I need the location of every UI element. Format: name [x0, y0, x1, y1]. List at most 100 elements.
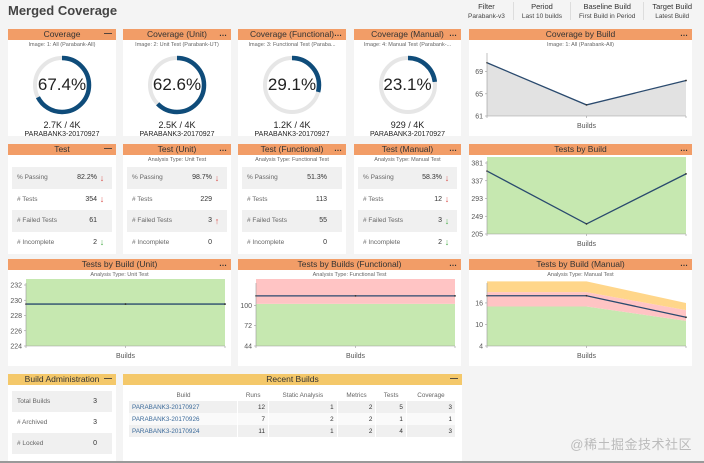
menu-icon[interactable]: … [219, 29, 227, 38]
coverage-by-build-widget: Coverage by Build … Image: 1: All (Paraba… [469, 29, 692, 136]
tests-cell: 4 [375, 425, 407, 437]
y-tick-label: 230 [10, 298, 22, 305]
coverage-donut: 29.1% [260, 53, 324, 117]
widget-header: Tests by Build (Unit)… [8, 259, 231, 270]
filter-baseline-build[interactable]: Baseline Build First Build in Period [570, 2, 643, 20]
column-header-static-analysis[interactable]: Static Analysis [282, 392, 324, 399]
filter-label: Period [531, 2, 553, 11]
stat-label: # Failed Tests [363, 217, 403, 225]
column-header-metrics[interactable]: Metrics [346, 392, 367, 399]
widget-subtitle: Image: 4: Manual Test (Parabank-... [363, 42, 452, 48]
coverage-count: 1.2K / 4K [273, 120, 311, 130]
coverage-widget: Coverage (Functional)… Image: 3: Functio… [238, 29, 346, 138]
stats-list: % Passing 58.3% ↓ # Tests 12 ↓ # Failed … [358, 167, 457, 253]
build-link[interactable]: PARABANK3-20170924 [129, 425, 239, 437]
widget-title: Coverage [43, 29, 81, 39]
menu-icon[interactable]: … [219, 144, 227, 153]
donut-fill [147, 55, 207, 115]
y-tick-label: 381 [471, 161, 483, 168]
column-header-coverage[interactable]: Coverage [417, 392, 445, 399]
metrics-cell: 2 [337, 425, 377, 437]
column-header-runs[interactable]: Runs [245, 392, 261, 399]
minimize-icon[interactable]: — [104, 374, 112, 383]
menu-icon[interactable]: … [334, 29, 342, 38]
trend-arrow-icon: ↓ [444, 172, 450, 183]
stat-value: 82.2% [77, 174, 97, 182]
coverage-cell: 3 [406, 401, 457, 413]
stat-label: Total Builds [17, 398, 51, 405]
widget-subtitle: Analysis Type: Unit Test [90, 272, 149, 278]
tests-by-build-widget: Tests by Build … 205 249 293 337 381 Builds [469, 144, 692, 254]
widget-subtitle: Image: 1: All (Parabank-All) [547, 42, 614, 48]
trend-arrow-icon: ↑ [214, 215, 220, 226]
filter-filter[interactable]: Filter Parabank-v3 [460, 2, 513, 20]
column-header-build[interactable]: Build [176, 392, 191, 399]
stat-row: % Passing 51.3% [242, 167, 342, 189]
build-administration-widget: Build Administration — Total Builds 3 # Ar… [8, 374, 116, 463]
stat-value: 229 [200, 195, 212, 203]
stat-value: 61 [89, 217, 97, 225]
menu-icon[interactable]: … [334, 144, 342, 153]
stat-label: % Passing [247, 174, 278, 182]
menu-icon[interactable]: … [680, 29, 688, 38]
widget-header: Test — [8, 144, 116, 155]
y-tick-label: 232 [10, 283, 22, 290]
stat-row: # Incomplete 2 ↓ [358, 232, 457, 254]
stat-label: # Tests [363, 195, 384, 203]
tests-by-build-chart: 205 249 293 337 381 Builds [471, 157, 687, 248]
stat-label: # Archived [17, 419, 48, 426]
widget-header: Coverage (Functional)… [238, 29, 346, 40]
menu-icon[interactable]: … [680, 259, 688, 268]
widget-title: Coverage (Unit) [147, 29, 207, 39]
coverage-percent: 62.6% [152, 75, 202, 94]
trend-arrow-icon: ↓ [214, 172, 220, 183]
donut-fill [378, 55, 437, 115]
coverage-by-build-chart: 61 65 69 Builds [475, 53, 687, 130]
stat-label: % Passing [17, 174, 48, 182]
y-tick-label: 4 [479, 344, 483, 351]
recent-builds-widget: Recent Builds — Build Runs Static Analysi… [123, 374, 462, 463]
x-axis-label: Builds [116, 353, 136, 360]
filter-period[interactable]: Period Last 10 builds [512, 2, 570, 20]
widget-header: Recent Builds — [123, 374, 462, 385]
stat-value: 58.3% [422, 174, 442, 182]
coverage-cell: 1 [406, 413, 457, 425]
widget-header: Tests by Build (Manual)… [469, 259, 692, 270]
stat-value: 2 [93, 238, 97, 246]
widget-header: Coverage by Build… [469, 29, 692, 40]
area-passed [487, 157, 686, 234]
menu-icon[interactable]: … [449, 259, 457, 268]
menu-icon[interactable]: … [449, 144, 457, 153]
coverage-widget: Coverage — Image: 1: All (Parabank-All) 6… [8, 29, 116, 138]
widget-title: Coverage (Functional) [249, 29, 335, 39]
y-tick-label: 10 [475, 322, 483, 329]
stat-row: # Incomplete 0 [127, 232, 227, 254]
stat-row: # Failed Tests 3 ↓ [358, 210, 457, 232]
runs-cell: 11 [237, 425, 269, 437]
data-point [454, 294, 456, 297]
stats-list: % Passing 82.2% ↓ # Tests 354 ↓ # Failed… [12, 167, 112, 253]
menu-icon[interactable]: … [680, 144, 688, 153]
menu-icon[interactable]: — [104, 144, 112, 153]
menu-icon[interactable]: … [219, 259, 227, 268]
stat-value: 354 [85, 195, 97, 203]
area-failed [487, 292, 686, 321]
filter-target-build[interactable]: Target Build Latest Build [643, 2, 700, 20]
minimize-icon[interactable]: — [450, 374, 458, 383]
static-analysis-cell: 1 [268, 425, 338, 437]
build-link[interactable]: PARABANK3-20170927 [129, 401, 239, 413]
menu-icon[interactable]: — [104, 29, 112, 38]
coverage-build: PARABANK3-20170927 [24, 131, 100, 138]
widget-subtitle: Image: 3: Functional Test (Paraba... [248, 42, 336, 48]
build-link[interactable]: PARABANK3-20170926 [129, 413, 239, 425]
stat-label: # Failed Tests [247, 217, 287, 225]
column-header-tests[interactable]: Tests [383, 392, 399, 399]
stat-row: % Passing 58.3% ↓ [358, 167, 457, 189]
static-analysis-cell: 1 [268, 401, 338, 413]
menu-icon[interactable]: … [449, 29, 457, 38]
data-point [585, 294, 588, 297]
data-point [685, 316, 687, 319]
y-tick-label: 16 [475, 300, 483, 307]
x-axis-label: Builds [577, 241, 597, 248]
widget-title: Build Administration [24, 374, 100, 384]
